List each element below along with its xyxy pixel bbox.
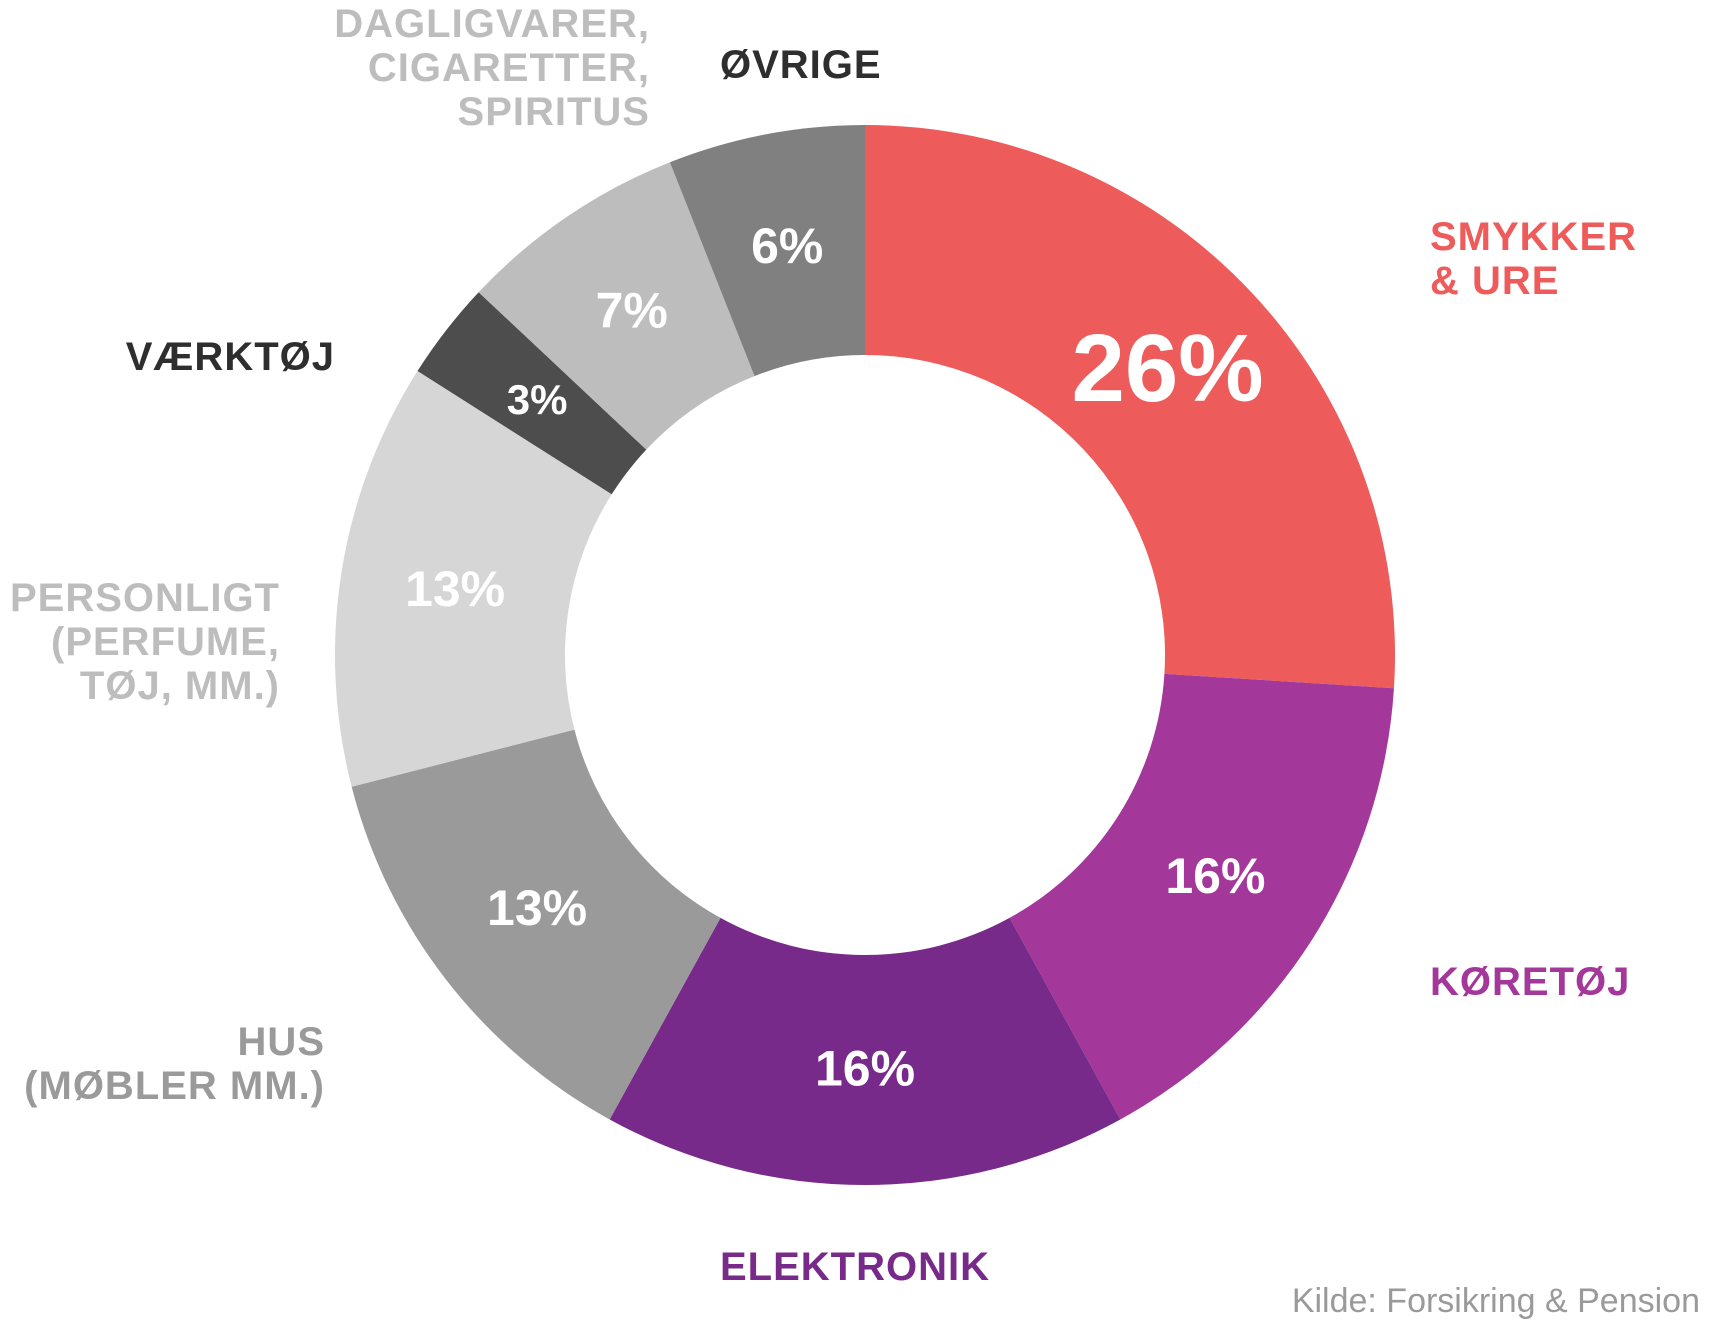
slice-value-vaerktoj: 3% — [507, 376, 568, 423]
label-dagligvarer: DAGLIGVARER, CIGARETTER, SPIRITUS — [334, 2, 650, 134]
slice-value-koretoj: 16% — [1165, 848, 1265, 904]
slice-value-smykker_ure: 26% — [1071, 315, 1263, 422]
label-hus: HUS (MØBLER MM.) — [24, 1020, 325, 1108]
label-personligt: PERSONLIGT (PERFUME, TØJ, MM.) — [10, 576, 280, 708]
source-label: Kilde: Forsikring & Pension — [1292, 1282, 1700, 1321]
slice-value-ovrige: 6% — [751, 218, 823, 274]
label-vaerktoj: VÆRKTØJ — [126, 335, 335, 379]
slice-value-hus: 13% — [487, 880, 587, 936]
label-koretoj: KØRETØJ — [1430, 960, 1630, 1004]
slice-value-personligt: 13% — [405, 561, 505, 617]
donut-chart: 26% 16% 16% 13% 13% 3% 7% 6% SMYKKER & URE KØRET… — [0, 0, 1729, 1332]
slice-value-elektronik: 16% — [815, 1041, 915, 1097]
label-elektronik: ELEKTRONIK — [720, 1245, 990, 1289]
label-smykker_ure: SMYKKER & URE — [1430, 215, 1637, 303]
slice-value-dagligvarer: 7% — [596, 282, 668, 338]
label-ovrige: ØVRIGE — [720, 43, 882, 87]
